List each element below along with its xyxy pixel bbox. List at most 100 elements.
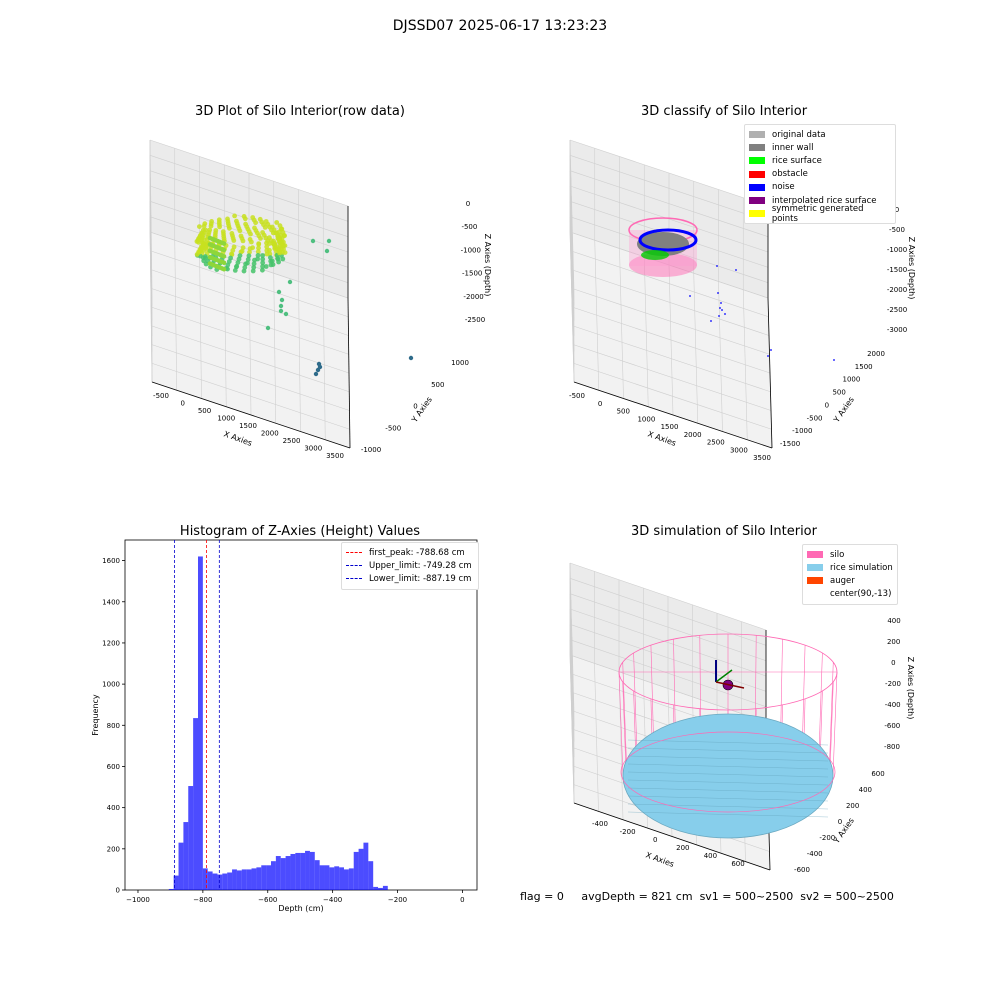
data-point (408, 355, 414, 361)
grid-line (569, 562, 575, 712)
classified-points (628, 217, 835, 361)
legend-item: silo (807, 548, 893, 561)
y-axis-label: Frequency (91, 694, 100, 736)
noise-point (689, 295, 691, 297)
histogram-bar (368, 861, 374, 890)
y-tick-label: -1000 (361, 446, 381, 454)
noise-point (724, 313, 726, 315)
legend-label: rice simulation (830, 562, 893, 573)
z-tick-label: -2000 (887, 286, 907, 294)
histogram-bar (324, 865, 330, 890)
y-tick-label: 1400 (102, 598, 120, 606)
data-point (227, 225, 232, 231)
z-tick-label: -3000 (887, 326, 907, 334)
y-tick-label: 200 (107, 845, 120, 853)
data-point (276, 289, 282, 295)
x-tick-label: 1500 (661, 423, 679, 431)
z-tick-label: -800 (884, 743, 900, 751)
x-axis-line (573, 381, 773, 449)
histogram-bar (300, 852, 306, 890)
rice-mesh-line (627, 771, 829, 778)
legend-swatch (749, 131, 765, 139)
data-point (255, 253, 261, 258)
grid-line (569, 155, 769, 222)
z-tick-label: -1500 (887, 266, 907, 274)
legend-item: Lower_limit: -887.19 cm (346, 572, 474, 585)
data-point (263, 264, 269, 269)
histogram-bar (348, 868, 354, 890)
z-axis-label: Z Axies (Depth) (906, 657, 915, 720)
y-direction-arrow (715, 669, 733, 683)
legend-label: rice surface (772, 155, 822, 166)
legend-swatch (749, 197, 765, 205)
classify-legend: original data inner wall rice surface obsta… (744, 124, 896, 225)
noise-point (710, 320, 712, 322)
x-tick-label: -500 (153, 392, 169, 400)
x-tick-label: 2500 (283, 437, 301, 445)
histogram-bar (295, 852, 301, 890)
x-tick-label: −400 (323, 896, 342, 904)
x-tick-label: −200 (388, 896, 407, 904)
histogram-bar (343, 869, 349, 890)
x-tick-label: 500 (198, 407, 211, 415)
legend-swatch (749, 210, 765, 218)
y-tick-label: 0 (116, 887, 120, 895)
data-point (258, 236, 263, 241)
histogram-bar (207, 871, 213, 890)
silo-wall-line (829, 662, 834, 766)
histogram-bar (256, 867, 262, 890)
grid-line (569, 624, 575, 773)
noise-point (716, 265, 718, 267)
histogram-bar (334, 866, 340, 890)
data-point (264, 248, 270, 253)
grid-line (151, 362, 350, 430)
y-tick-label: -1500 (780, 440, 800, 448)
noise-point (719, 307, 721, 309)
data-point (310, 238, 316, 244)
y-axis-line (767, 297, 773, 449)
raw-plot-title: 3D Plot of Silo Interior(row data) (195, 104, 405, 119)
grid-line (322, 289, 326, 440)
legend-item: center(90,-13) (807, 588, 893, 601)
rice-mesh-line (627, 787, 829, 794)
data-point (221, 266, 227, 272)
x-tick-label: 500 (617, 408, 630, 416)
histogram-bar (261, 865, 267, 890)
legend-label: obstacle (772, 169, 808, 180)
histogram-bar (202, 868, 208, 890)
simulation-legend: silo rice simulation auger center(90,-13) (802, 544, 898, 605)
y-tick-label: 500 (431, 381, 444, 389)
grid-line (569, 139, 769, 207)
data-point (275, 256, 281, 262)
y-axis-label: Y Axies (831, 395, 856, 425)
data-point (242, 265, 248, 270)
noise-point (718, 315, 720, 317)
y-tick-label: 1600 (102, 557, 120, 565)
y-tick-label: 0 (413, 403, 417, 411)
grid-line (298, 281, 301, 432)
legend-swatch (807, 590, 823, 598)
legend-swatch (346, 552, 362, 554)
y-axis-label: Y Axies (831, 816, 856, 846)
legend-swatch (749, 170, 765, 178)
data-point (317, 364, 323, 370)
data-point (242, 216, 248, 222)
data-point (280, 256, 286, 262)
legend-label: noise (772, 182, 795, 193)
legend-swatch (807, 551, 823, 559)
grid-line (569, 578, 575, 727)
silo-bottom-ring (620, 731, 836, 813)
grid-line (151, 325, 350, 393)
histogram-bar (173, 875, 179, 890)
rice-mesh-line (627, 811, 829, 818)
histogram-bar (285, 856, 291, 890)
rice-mesh-line (627, 779, 829, 786)
data-point (260, 260, 266, 266)
histogram-bar (373, 886, 379, 890)
data-point (243, 261, 249, 267)
grid-line (569, 608, 575, 758)
data-point (268, 255, 273, 260)
rice-mesh-line (627, 803, 829, 810)
classify-plot-title: 3D classify of Silo Interior (640, 104, 808, 119)
data-point (256, 241, 262, 247)
